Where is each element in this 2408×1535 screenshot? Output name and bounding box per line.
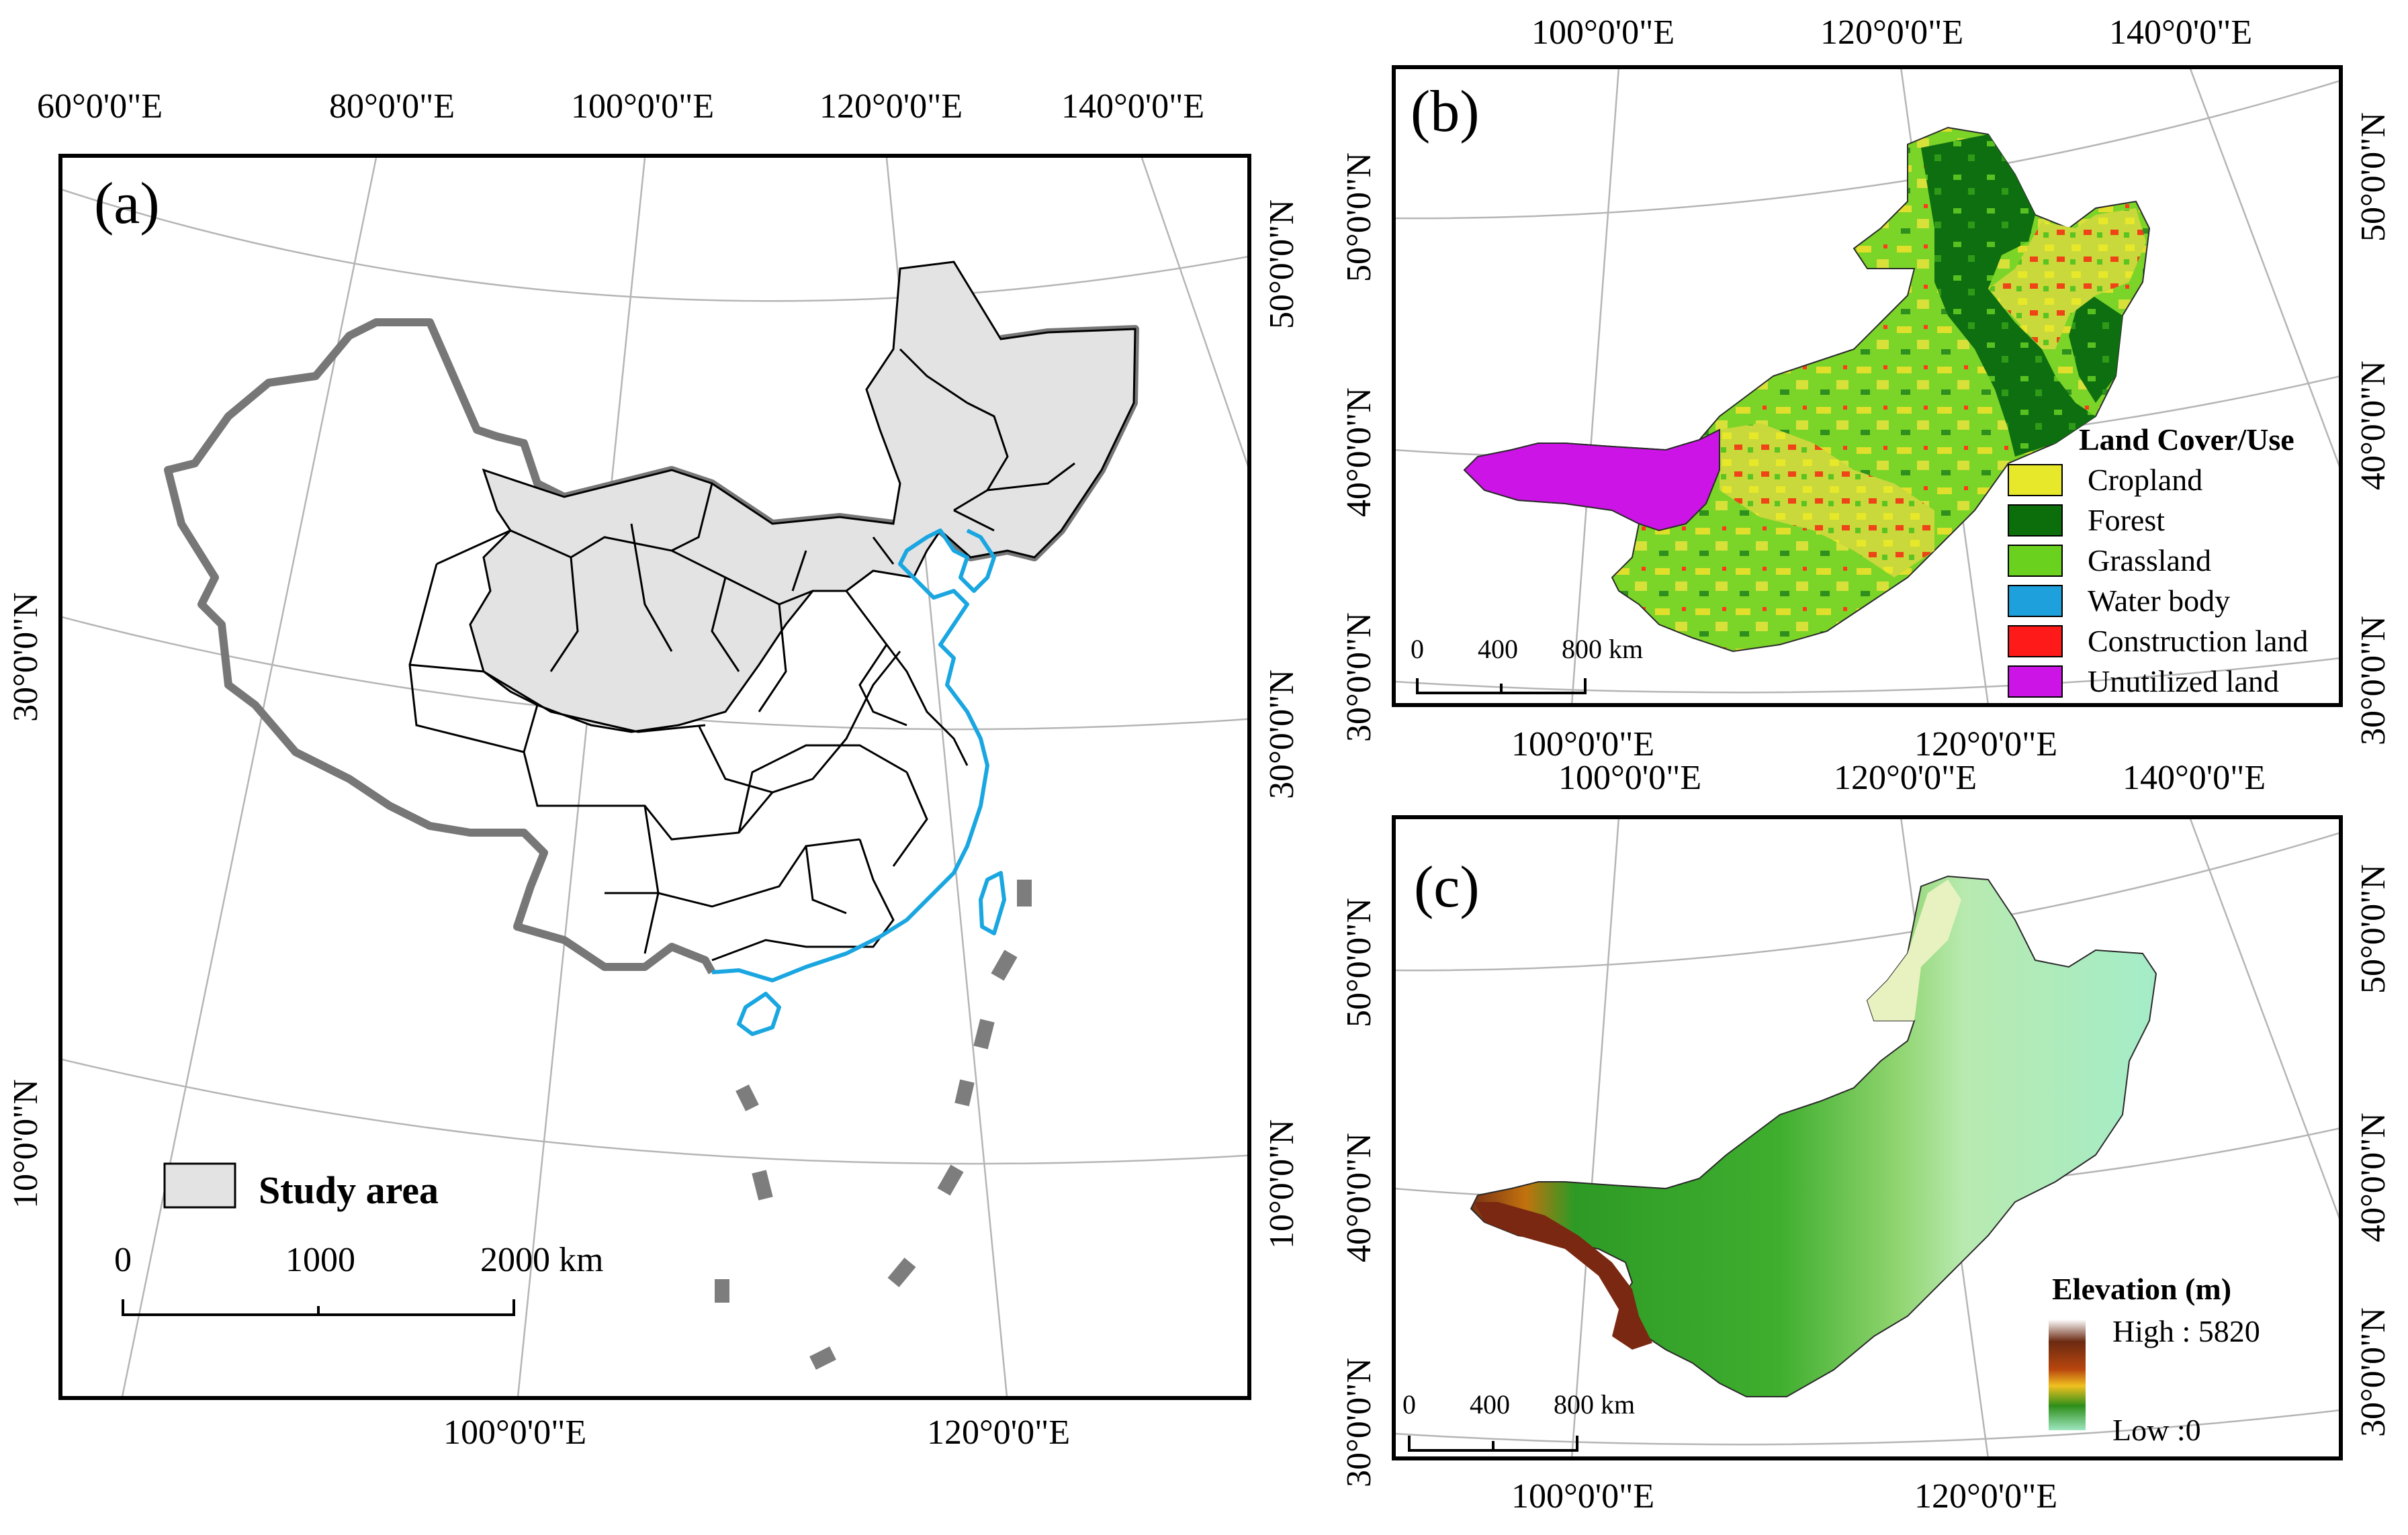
coastline [711,528,996,982]
scale-tick: 800 km [1554,1389,1635,1420]
lon-label: 120°0'0"E [1914,1477,2057,1516]
lat-label: 50°0'0"N [1340,152,1378,282]
lat-label: 30°0'0"N [1263,669,1301,799]
taiwan-island [979,871,1006,935]
province-boundaries [408,348,1075,962]
legend-low: Low :0 [2112,1413,2201,1447]
legend-item-water-body: Water body [2008,584,2230,618]
lat-label: 10°0'0"N [7,1079,45,1209]
lon-label: 100°0'0"E [443,1413,586,1452]
lat-label: 30°0'0"N [2354,616,2393,745]
lat-label: 50°0'0"N [1263,199,1301,329]
lon-label: 120°0'0"E [819,87,963,126]
lon-label: 140°0'0"E [2123,759,2266,797]
hainan-island [737,992,781,1036]
cropland-zone-south [1720,423,1934,577]
legend-swatch [2008,585,2063,617]
lon-label: 100°0'0"E [1511,725,1654,763]
high-elevation-zone [1474,1202,1652,1350]
legend-swatch [2008,665,2063,698]
legend-label: Cropland [2088,463,2202,497]
legend-item-cropland: Cropland [2008,463,2202,497]
lon-label: 100°0'0"E [571,87,714,126]
lon-label: 80°0'0"E [329,87,455,126]
elevation-legend: Elevation (m) High : 5820 Low :0 [2049,1272,2260,1447]
scale-bar-a: 0 1000 2000 km [114,1241,603,1316]
scale-bar-c: 0 400 800 km [1402,1389,1635,1452]
forest-zone-east [2069,289,2123,403]
panel-b-label: (b) [1411,79,1480,144]
lon-label: 100°0'0"E [1558,759,1701,797]
legend-label: Construction land [2088,624,2308,658]
study-area-swatch [163,1162,236,1209]
legend-title: Land Cover/Use [2079,422,2294,457]
lat-label: 30°0'0"N [2354,1307,2393,1437]
northeast-plain-zone [1867,880,1961,1021]
legend-item-forest: Forest [2008,503,2165,537]
scale-tick: 2000 km [480,1241,603,1279]
lon-label: 120°0'0"E [1820,13,1963,52]
legend-item-construction-land: Construction land [2008,624,2308,658]
lon-label: 120°0'0"E [927,1413,1070,1452]
legend-swatch [2008,625,2063,657]
lat-label: 30°0'0"N [1340,612,1378,742]
lon-label: 140°0'0"E [1061,87,1204,126]
legend-title: Elevation (m) [2052,1272,2231,1306]
legend-item-unutilized-land: Unutilized land [2008,664,2279,698]
lat-label: 40°0'0"N [2354,361,2393,490]
scale-tick: 800 km [1562,634,1643,664]
landcover-legend: Land Cover/Use Cropland Forest Grassland… [2008,422,2308,698]
lat-label: 30°0'0"N [7,592,45,722]
panel-c: (c) 100°0'0"E 120°0'0"E 140°0'0"E 100°0'… [1340,759,2393,1516]
elevation-ramp [2049,1319,2086,1430]
unutilized-land-zone [1463,428,1720,532]
lat-label: 40°0'0"N [2354,1113,2393,1242]
lat-label: 50°0'0"N [2354,864,2393,994]
lat-label: 40°0'0"N [1340,387,1378,517]
study-area-region [469,261,1136,733]
forest-zone [1921,134,2096,457]
legend-high: High : 5820 [2112,1314,2260,1348]
panel-c-label: (c) [1414,855,1480,920]
scale-bar-b: 0 400 800 km [1411,634,1643,694]
legend-label: Grassland [2088,543,2211,577]
panel-a-label: (a) [94,171,160,236]
legend-label: Unutilized land [2088,664,2279,698]
elevation-region [1470,875,2157,1397]
lat-label: 50°0'0"N [1340,898,1378,1027]
scale-tick: 0 [1411,634,1424,664]
lon-label: 120°0'0"E [1834,759,1977,797]
lon-label: 60°0'0"E [37,87,163,126]
legend-label: Water body [2088,584,2230,618]
scale-tick: 0 [114,1241,132,1279]
lon-label: 120°0'0"E [1914,725,2057,763]
panel-a: (a) 60°0'0"E 80°0'0"E 100°0'0"E 120°0'0"… [7,87,1301,1452]
legend-label: Forest [2088,503,2165,537]
lat-label: 50°0'0"N [2354,112,2393,242]
scale-tick: 400 [1478,634,1518,664]
lat-label: 40°0'0"N [1340,1133,1378,1262]
legend-swatch [2008,545,2063,577]
nine-dash-line [715,880,1032,1370]
legend-swatch [2008,464,2063,496]
legend-study-area: Study area [259,1168,439,1212]
lon-label: 140°0'0"E [2109,13,2252,52]
panel-b-frame [1392,65,2343,707]
panel-a-frame [58,154,1251,1400]
lon-label: 100°0'0"E [1531,13,1675,52]
panel-b: (b) 100°0'0"E 120°0'0"E 140°0'0"E 100°0'… [1340,13,2393,763]
scale-tick: 0 [1402,1389,1416,1420]
lat-label: 10°0'0"N [1263,1119,1301,1249]
legend-item-grassland: Grassland [2008,543,2211,577]
cropland-zone [1988,208,2146,349]
scale-tick: 1000 [285,1241,355,1279]
legend-swatch [2008,504,2063,537]
scale-tick: 400 [1470,1389,1510,1420]
lat-label: 30°0'0"N [1340,1358,1378,1487]
panel-c-frame [1392,815,2343,1460]
lon-label: 100°0'0"E [1511,1477,1654,1516]
